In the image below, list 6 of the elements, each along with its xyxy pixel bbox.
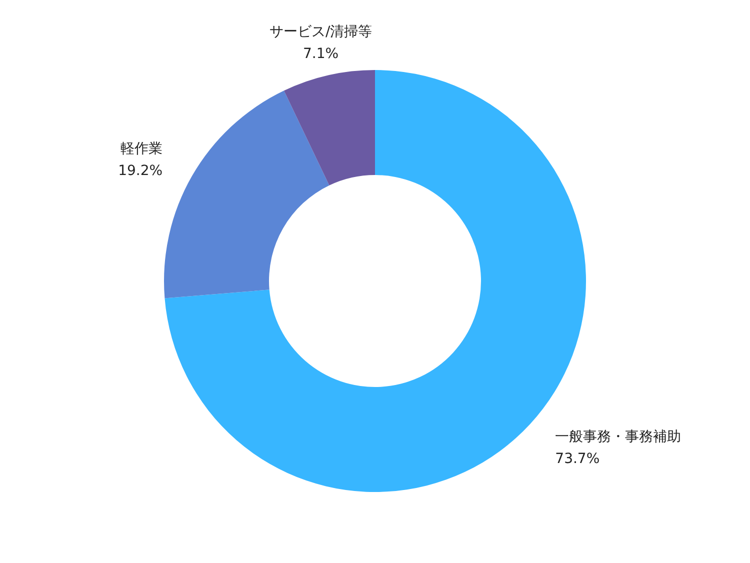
slice-label: 軽作業 bbox=[120, 140, 163, 157]
slice-label: サービス/清掃等 bbox=[269, 24, 372, 40]
slice-label: 一般事務・事務補助 bbox=[555, 429, 682, 446]
data-label: 7.1% bbox=[303, 46, 339, 62]
data-label: 19.2% bbox=[118, 162, 163, 179]
data-label: 73.7% bbox=[555, 451, 600, 468]
